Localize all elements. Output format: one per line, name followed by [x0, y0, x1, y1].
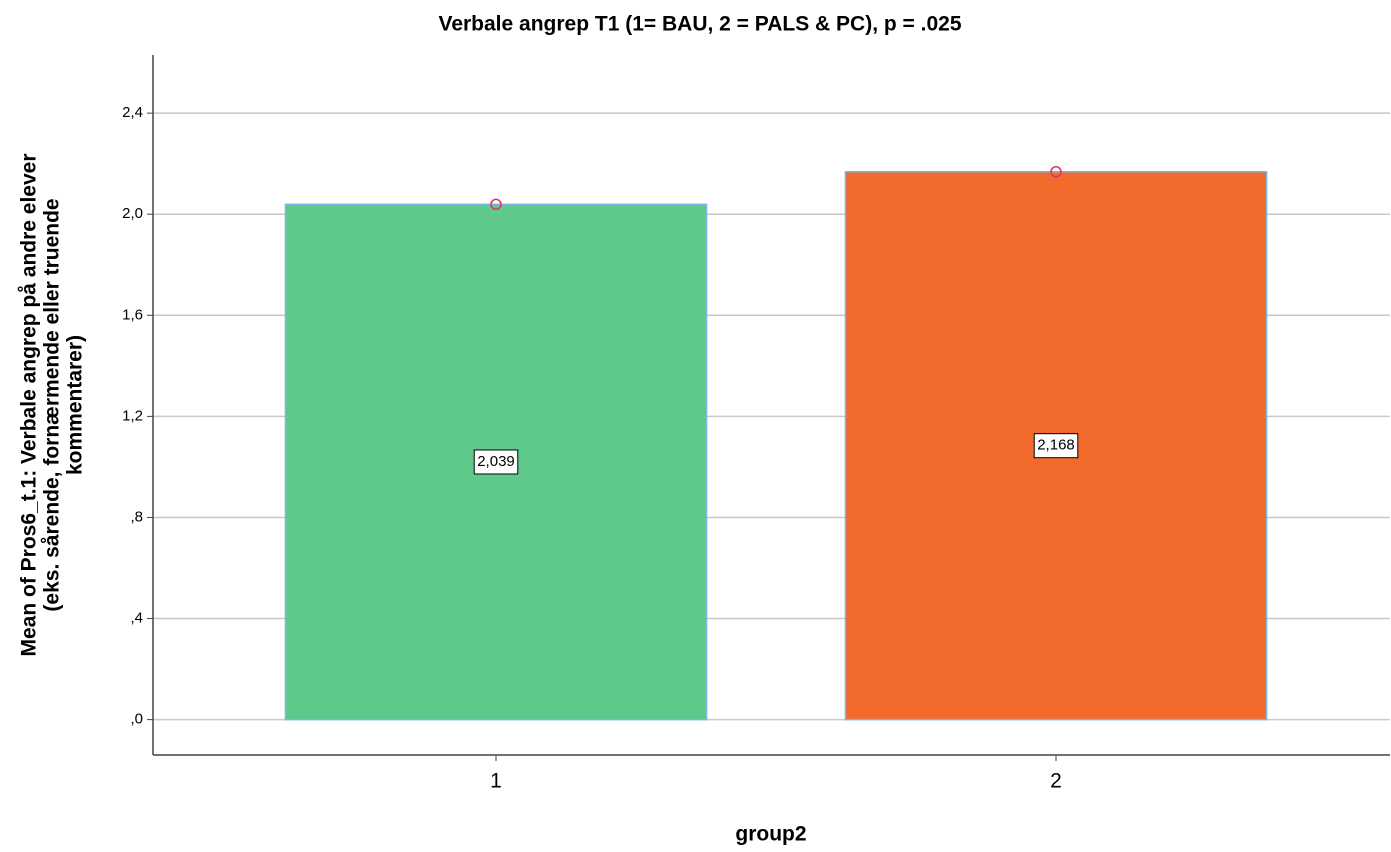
y-tick-label: 2,4	[122, 104, 143, 121]
x-tick-label: 2	[1050, 770, 1062, 793]
y-tick-label: ,0	[130, 711, 143, 728]
mean-marker	[1050, 166, 1062, 178]
y-tick-label: 1,6	[122, 306, 143, 323]
y-tick-label: 1,2	[122, 407, 143, 424]
value-label-box	[473, 449, 519, 475]
y-axis-label: Mean of Pros6_t.1: Verbale angrep på and…	[18, 153, 87, 656]
value-label: 2,168	[1037, 437, 1075, 454]
chart-title: Verbale angrep T1 (1= BAU, 2 = PALS & PC…	[438, 13, 961, 36]
value-label-box	[1033, 433, 1079, 459]
value-label: 2,039	[477, 453, 515, 470]
mean-marker	[490, 198, 502, 211]
y-axis-label-line: kommentarer)	[64, 335, 87, 475]
y-tick-label: ,8	[130, 508, 143, 525]
x-tick-label: 1	[490, 770, 502, 793]
y-tick-label: ,4	[130, 610, 143, 627]
y-axis-label-line: Mean of Pros6_t.1: Verbale angrep på and…	[18, 153, 41, 656]
y-axis-label-line: (eks. sårende, fornærmende eller truende	[41, 198, 64, 611]
y-tick-label: 2,0	[122, 205, 143, 222]
x-axis-label: group2	[735, 823, 806, 846]
